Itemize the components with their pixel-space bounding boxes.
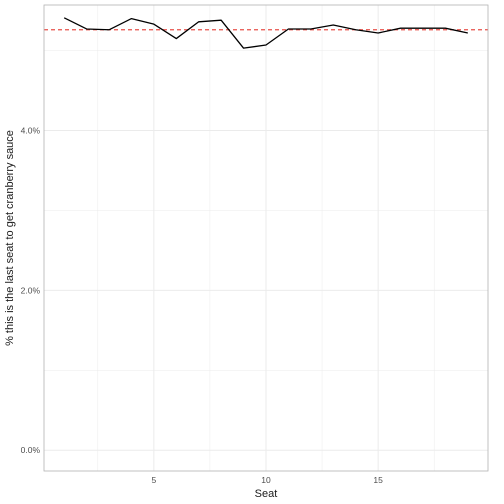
y-tick-label: 2.0% bbox=[21, 285, 41, 295]
x-tick-labels: 5 10 15 bbox=[152, 475, 384, 485]
series-line-0 bbox=[63, 17, 468, 49]
x-tick-label: 15 bbox=[373, 475, 383, 485]
plot-panel-border bbox=[43, 4, 489, 472]
x-axis-title: Seat bbox=[255, 488, 278, 500]
x-tick-label: 10 bbox=[261, 475, 271, 485]
grid-lines bbox=[44, 5, 488, 471]
y-tick-label: 4.0% bbox=[21, 125, 41, 135]
y-axis-title: % this is the last seat to get cranberry… bbox=[4, 130, 16, 346]
series-layer bbox=[63, 17, 468, 49]
x-tick-label: 5 bbox=[152, 475, 157, 485]
y-tick-labels: 0.0% 2.0% 4.0% bbox=[21, 125, 41, 455]
y-tick-label: 0.0% bbox=[21, 445, 41, 455]
